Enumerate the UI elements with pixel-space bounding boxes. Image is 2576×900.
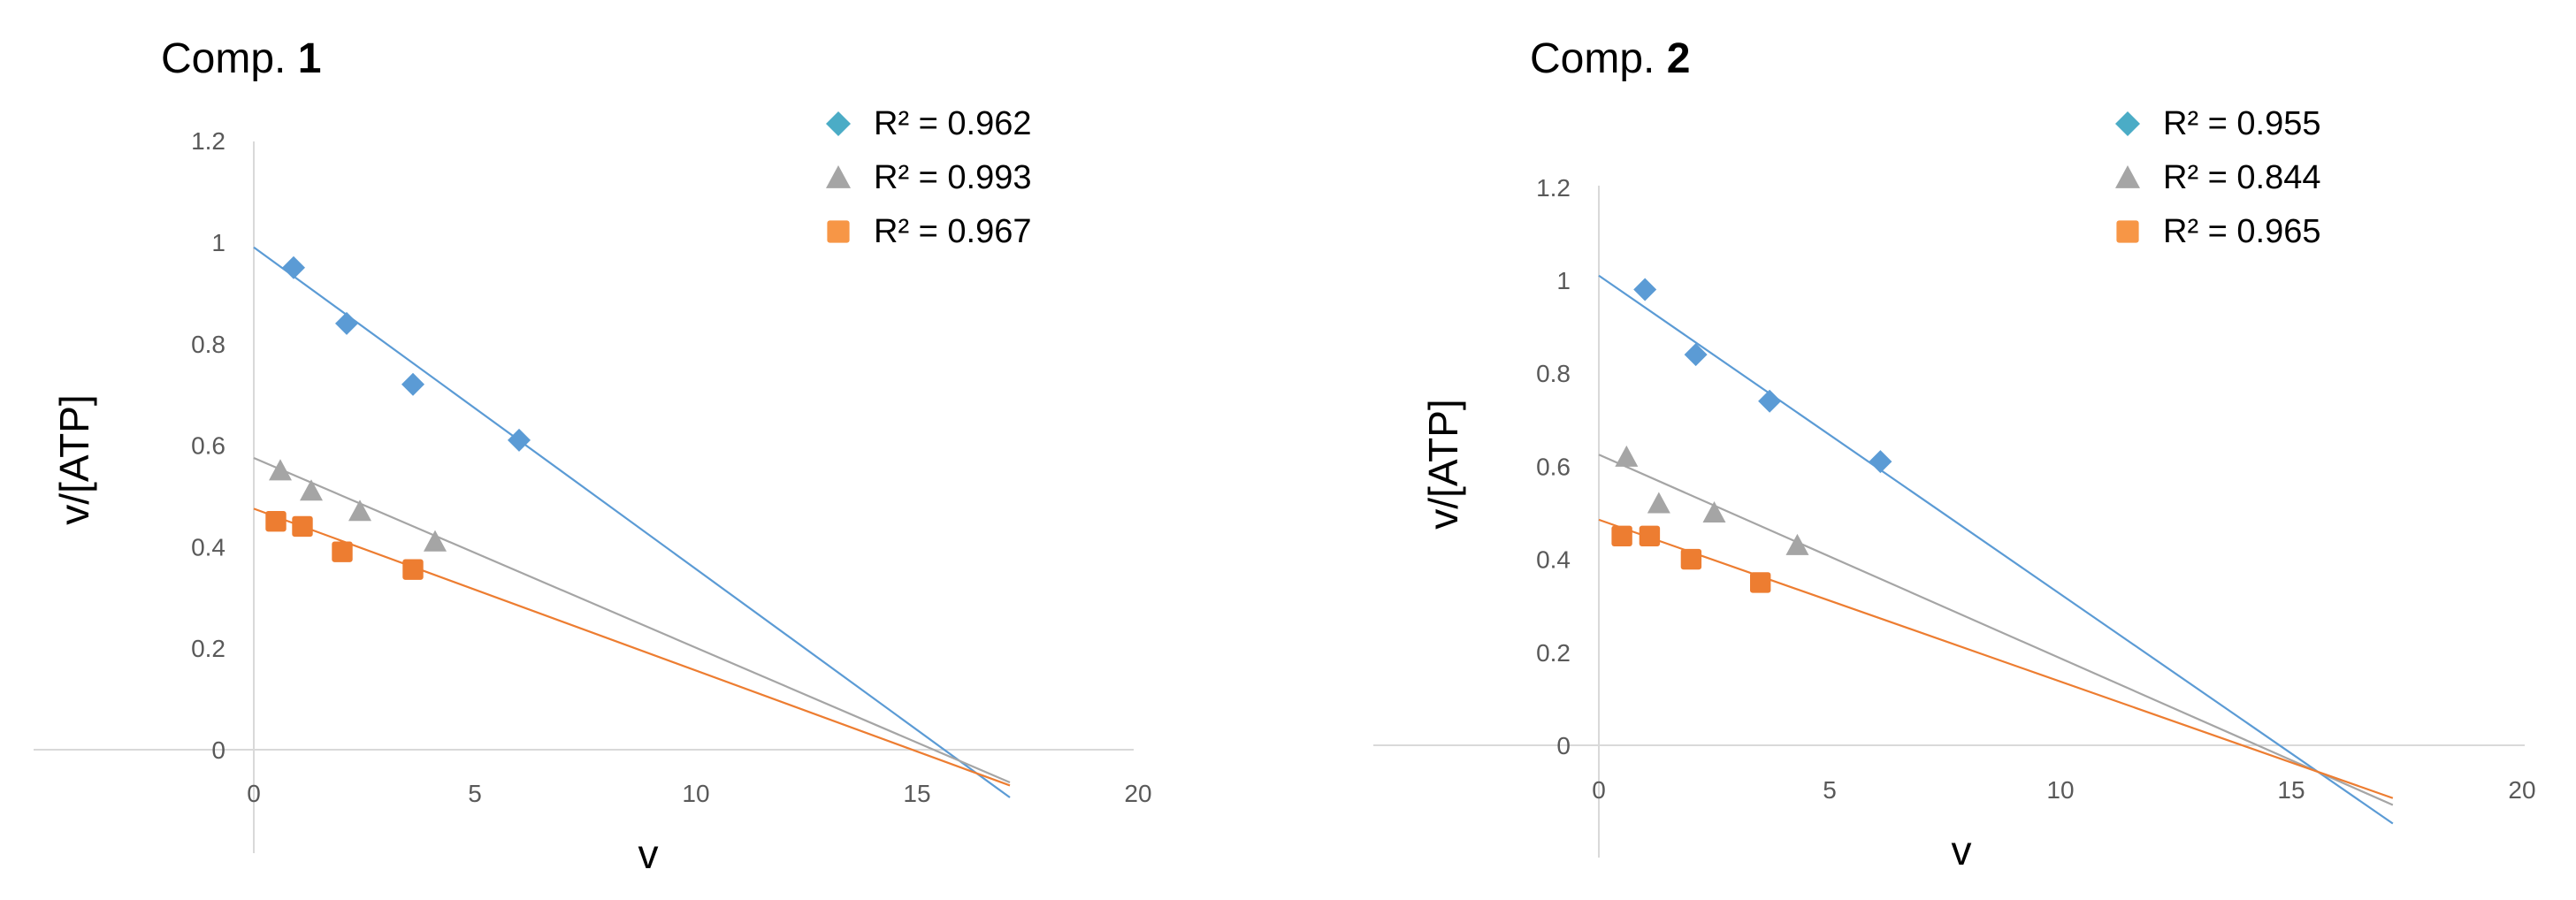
- data-point-blue: [1684, 343, 1708, 367]
- data-point-gray: [300, 479, 323, 501]
- data-point-gray: [424, 530, 447, 552]
- y-tick-label: 1.2: [191, 127, 225, 155]
- y-tick-label: 0.6: [191, 432, 225, 460]
- legend-label-orange: R² = 0.965: [2163, 213, 2321, 250]
- legend-marker-blue: [2115, 111, 2140, 136]
- trendline-blue: [253, 246, 1011, 798]
- y-tick-label: 0: [211, 736, 225, 764]
- data-point-orange: [292, 515, 313, 538]
- data-point-gray: [1785, 533, 1809, 555]
- chart-title: Comp. 2: [1530, 35, 1690, 82]
- data-point-gray: [269, 459, 292, 481]
- data-point-blue: [335, 311, 358, 335]
- chart-1: Comp. 100.20.40.60.811.20 5 10 15 20v/[ATP]v…: [34, 35, 1152, 877]
- data-point-orange: [1611, 525, 1632, 546]
- data-point-gray: [348, 500, 371, 522]
- x-tick-label: 15: [903, 780, 930, 807]
- x-tick-label: 0: [1592, 776, 1606, 804]
- legend-marker-blue: [826, 111, 851, 136]
- data-point-gray: [1702, 501, 1726, 523]
- data-point-orange: [332, 541, 353, 562]
- data-point-blue: [1869, 450, 1892, 474]
- y-tick-label: 0.8: [191, 331, 225, 358]
- trendline-gray: [253, 456, 1011, 784]
- legend-marker-gray: [2115, 165, 2140, 188]
- x-tick-label: 10: [2046, 776, 2074, 804]
- y-tick-label: 0.2: [191, 635, 225, 662]
- data-point-blue: [401, 372, 424, 396]
- x-tick-label: 5: [1823, 776, 1837, 804]
- data-point-gray: [1647, 492, 1670, 514]
- y-axis-label: v/[ATP]: [51, 394, 97, 524]
- chart-title-number: 1: [298, 35, 322, 82]
- data-point-blue: [508, 428, 531, 452]
- legend-marker-gray: [826, 165, 851, 188]
- x-tick-label: 20: [2508, 776, 2535, 804]
- y-tick-label: 0: [1556, 732, 1571, 759]
- legend-label-orange: R² = 0.967: [874, 213, 1032, 250]
- x-axis-label: v: [638, 831, 659, 877]
- trendline-gray: [1598, 454, 2394, 806]
- legend-label-gray: R² = 0.993: [874, 159, 1032, 196]
- data-point-orange: [1639, 525, 1661, 546]
- y-tick-label: 0.8: [1536, 360, 1571, 387]
- legend-label-blue: R² = 0.962: [874, 105, 1032, 142]
- y-tick-label: 0.4: [1536, 546, 1571, 574]
- data-point-blue: [1633, 278, 1657, 301]
- y-tick-label: 0.4: [191, 533, 225, 561]
- legend-label-blue: R² = 0.955: [2163, 105, 2321, 142]
- x-tick-label: 20: [1124, 780, 1151, 807]
- x-tick-label: 0: [247, 780, 261, 807]
- trendline-orange: [1598, 518, 2394, 799]
- data-point-blue: [1758, 389, 1782, 413]
- y-tick-label: 0.6: [1536, 453, 1571, 480]
- x-tick-label: 5: [468, 780, 482, 807]
- x-tick-label: 10: [682, 780, 709, 807]
- y-tick-label: 1: [1556, 267, 1571, 294]
- data-point-orange: [402, 559, 424, 580]
- y-axis-label: v/[ATP]: [1420, 399, 1466, 529]
- chart-title-prefix: Comp.: [1530, 35, 1655, 82]
- data-point-blue: [282, 256, 305, 279]
- y-tick-label: 0.2: [1536, 639, 1571, 667]
- trendline-orange: [253, 507, 1011, 787]
- y-tick-label: 1.2: [1536, 174, 1571, 202]
- chart-title: Comp. 1: [161, 35, 321, 82]
- data-point-orange: [1750, 572, 1771, 593]
- chart-title-prefix: Comp.: [161, 35, 286, 82]
- x-tick-label: 15: [2277, 776, 2305, 804]
- legend-marker-orange: [827, 220, 850, 243]
- y-tick-label: 1: [211, 229, 225, 256]
- data-point-orange: [1680, 548, 1702, 570]
- chart-title-number: 2: [1667, 35, 1691, 82]
- chart-2: Comp. 200.20.40.60.811.20 5 10 15 20v/[ATP]v…: [1373, 35, 2536, 873]
- data-point-orange: [265, 511, 287, 532]
- data-point-gray: [1615, 445, 1639, 467]
- legend-marker-orange: [2116, 220, 2139, 243]
- x-axis-label: v: [1952, 828, 1972, 873]
- trendline-blue: [1598, 274, 2394, 825]
- legend-label-gray: R² = 0.844: [2163, 159, 2321, 196]
